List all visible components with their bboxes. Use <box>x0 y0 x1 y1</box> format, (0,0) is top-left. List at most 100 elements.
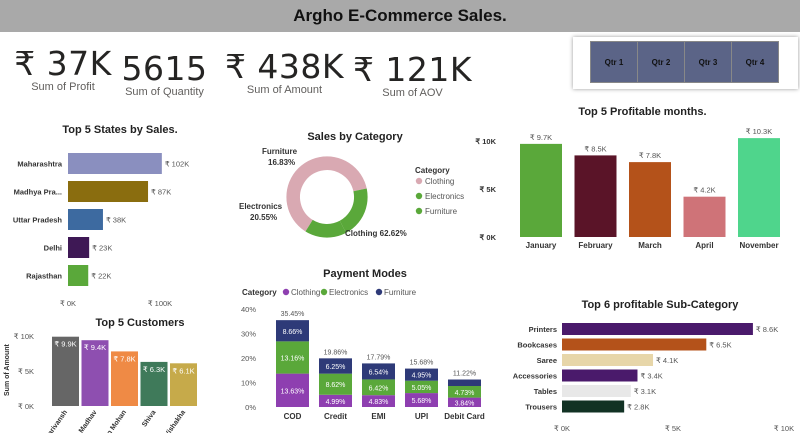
customer-value-label: ₹ 9.4K <box>84 343 106 352</box>
payment-segment <box>448 386 481 398</box>
y-tick-label: 0% <box>245 403 256 412</box>
payment-segment <box>276 373 309 407</box>
profitable-months-chart: ₹ 0K ₹ 5K ₹ 10K ₹ 9.7K January ₹ 8.5K February… <box>475 127 780 250</box>
legend-marker <box>415 192 423 200</box>
state-label: Delhi <box>44 244 62 253</box>
state-value-label: ₹ 38K <box>106 216 126 225</box>
month-bar <box>738 138 780 237</box>
y-tick-label: ₹ 0K <box>18 402 34 411</box>
kpi-card-quantity[interactable]: 5615 Sum of Quantity <box>112 49 217 98</box>
slicer-button-qtr1[interactable]: Qtr 1 <box>590 41 638 83</box>
kpi-value: ₹ 438K <box>224 47 345 86</box>
month-label: February <box>578 241 613 250</box>
state-value-label: ₹ 23K <box>92 244 112 253</box>
payment-segment <box>362 363 395 380</box>
total-value-label: 15.68% <box>410 360 434 367</box>
slice-label: Furniture <box>262 147 298 156</box>
legend-title: Category <box>242 288 277 297</box>
payment-segment <box>362 395 395 407</box>
months-chart-title: Top 5 Profitable months. <box>578 106 707 118</box>
donut-slice <box>286 156 368 238</box>
state-bar <box>68 237 90 258</box>
x-tick-label: ₹ 0K <box>60 299 76 308</box>
customer-value-label: ₹ 6.1K <box>172 366 194 375</box>
state-value-label: ₹ 87K <box>151 188 171 197</box>
month-value-label: ₹ 4.2K <box>693 186 715 195</box>
customer-bar <box>170 363 197 406</box>
kpi-label: Sum of AOV <box>382 87 443 99</box>
kpi-label: Sum of Amount <box>246 84 323 96</box>
month-bar <box>520 143 562 237</box>
state-label: Rajasthan <box>26 272 62 281</box>
customer-label: Vishakha <box>164 409 187 433</box>
segment-value-label: 4.73% <box>455 390 475 397</box>
state-bar <box>68 153 162 174</box>
payment-mode-label: EMI <box>371 412 385 421</box>
customers-chart-title: Top 5 Customers <box>95 317 185 329</box>
payment-segment <box>405 393 438 407</box>
segment-value-label: 4.95% <box>412 373 432 380</box>
customer-label: Harivansh <box>44 409 69 433</box>
x-tick-label: ₹ 0K <box>554 424 570 433</box>
slicer-button-qtr2[interactable]: Qtr 2 <box>637 41 685 83</box>
total-value-label: 19.86% <box>324 349 348 356</box>
subcategory-bar <box>562 354 654 366</box>
state-bar <box>68 265 89 286</box>
customer-bar <box>140 361 168 406</box>
customer-bar <box>52 336 79 406</box>
legend-marker <box>375 288 383 296</box>
payment-mode-label: COD <box>284 412 302 421</box>
month-value-label: ₹ 7.8K <box>639 151 661 160</box>
kpi-card-aov[interactable]: ₹ 121K Sum of AOV <box>350 50 475 99</box>
subcategory-bar <box>562 385 631 397</box>
subcategory-chart-title: Top 6 profitable Sub-Category <box>581 299 739 311</box>
subcategory-value-label: ₹ 2.8K <box>627 403 649 412</box>
legend-marker <box>320 288 328 296</box>
subcategory-label: Trousers <box>525 403 557 412</box>
kpi-label: Sum of Quantity <box>125 86 204 98</box>
legend-label: Furniture <box>384 288 417 297</box>
payment-modes-chart: Category Clothing Electronics Furniture 0% 10… <box>241 288 485 421</box>
payment-segment <box>319 394 352 407</box>
subcategory-value-label: ₹ 4.1K <box>656 356 678 365</box>
segment-value-label: 13.16% <box>281 355 305 362</box>
state-value-label: ₹ 102K <box>165 160 189 169</box>
y-axis-title: Sum of Amount <box>4 343 11 396</box>
kpi-label: Sum of Profit <box>31 81 95 93</box>
subcategory-label: Printers <box>529 325 557 334</box>
legend-marker <box>282 288 290 296</box>
payment-segment <box>405 380 438 394</box>
subcategory-value-label: ₹ 6.5K <box>709 341 731 350</box>
payment-segment <box>276 341 309 374</box>
customer-value-label: ₹ 6.3K <box>143 365 165 374</box>
customer-label: Madan Mohan <box>96 409 129 433</box>
y-tick-label: ₹ 5K <box>18 367 34 376</box>
y-tick-label: ₹ 0K <box>480 233 497 242</box>
customer-bar <box>111 351 138 406</box>
state-label: Madhya Pra... <box>14 188 62 197</box>
legend-label: Electronics <box>329 288 368 297</box>
subcategory-value-label: ₹ 3.4K <box>640 372 662 381</box>
y-tick-label: ₹ 10K <box>14 332 34 341</box>
payment-chart-title: Payment Modes <box>323 268 407 280</box>
payment-segment <box>448 397 481 407</box>
payment-segment <box>362 379 395 396</box>
states-chart-title: Top 5 States by Sales. <box>62 124 178 136</box>
payment-segment <box>319 373 352 395</box>
subcategory-bar <box>562 400 625 413</box>
legend-label: Clothing <box>425 177 454 186</box>
slicer-button-qtr4[interactable]: Qtr 4 <box>731 41 779 83</box>
legend-marker <box>415 177 423 185</box>
legend-title: Category <box>415 166 450 175</box>
customer-label: Shiva <box>141 409 158 428</box>
slicer-button-qtr3[interactable]: Qtr 3 <box>684 41 732 83</box>
kpi-card-amount[interactable]: ₹ 438K Sum of Amount <box>222 47 347 96</box>
y-tick-label: ₹ 5K <box>480 185 497 194</box>
total-value-label: 35.45% <box>281 311 305 318</box>
month-label: March <box>638 241 662 250</box>
month-label: January <box>526 241 557 250</box>
slice-label: Clothing 62.62% <box>345 229 407 238</box>
subcategory-label: Accessories <box>513 372 557 381</box>
kpi-card-profit[interactable]: ₹ 37K Sum of Profit <box>8 44 118 93</box>
x-tick-label: ₹ 100K <box>148 299 172 308</box>
